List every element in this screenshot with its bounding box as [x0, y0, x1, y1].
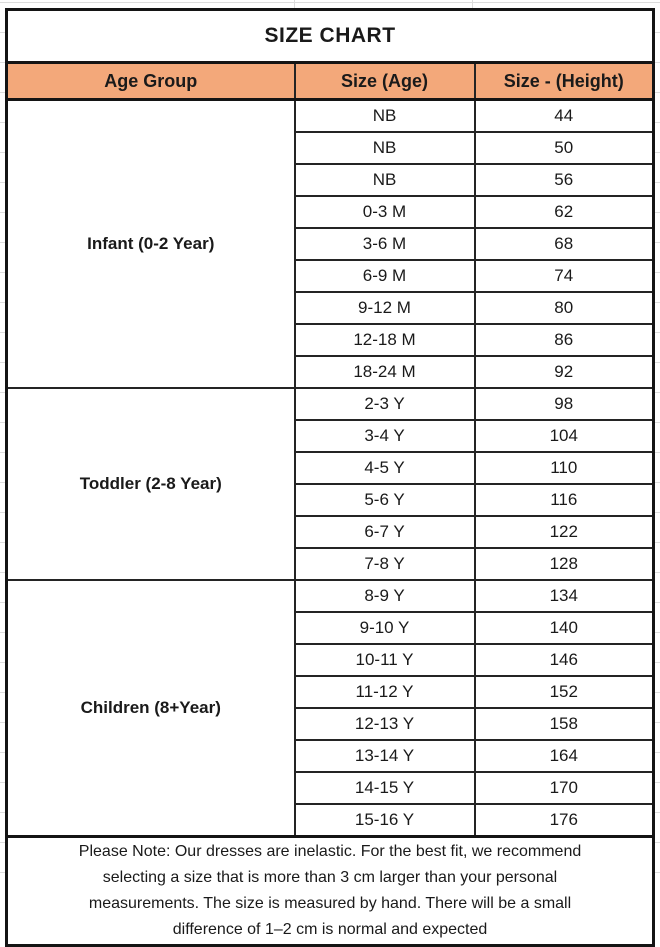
size-age-cell: 7-8 Y: [293, 547, 476, 581]
size-height-cell: 164: [473, 739, 655, 773]
size-age-cell: 18-24 M: [293, 355, 476, 389]
column-header-size-age: Size (Age): [293, 61, 476, 101]
size-age-cell: 14-15 Y: [293, 771, 476, 805]
column-header-size-height: Size - (Height): [473, 61, 655, 101]
table-row: 0-3 M 62: [7, 195, 655, 229]
size-age-cell: 9-12 M: [293, 291, 476, 325]
table-row: 7-8 Y 128: [7, 547, 655, 581]
table-row: 15-16 Y 176: [7, 803, 655, 838]
size-height-cell: 128: [473, 547, 655, 581]
table-row: Children (8+Year) 8-9 Y 134: [5, 579, 655, 838]
size-height-cell: 134: [473, 579, 655, 613]
size-height-cell: 152: [473, 675, 655, 709]
table-title-row: SIZE CHART: [4, 8, 656, 64]
table-row: 6-7 Y 122: [7, 515, 655, 549]
size-height-cell: 140: [473, 611, 655, 645]
size-age-cell: NB: [293, 163, 476, 197]
table-row: 10-11 Y 146: [7, 643, 655, 677]
size-chart-table: SIZE CHART Age Group Size (Age) Size - (…: [4, 8, 656, 947]
size-age-cell: 6-9 M: [293, 259, 476, 293]
size-height-cell: 92: [473, 355, 655, 389]
size-height-cell: 170: [473, 771, 655, 805]
size-height-cell: 44: [473, 98, 655, 133]
table-row: NB 56: [7, 163, 655, 197]
size-age-cell: 4-5 Y: [293, 451, 476, 485]
size-height-cell: 176: [473, 803, 655, 838]
table-row: 12-13 Y 158: [7, 707, 655, 741]
size-age-cell: NB: [293, 131, 476, 165]
size-height-cell: 98: [473, 387, 655, 421]
size-age-cell: 8-9 Y: [293, 579, 476, 613]
size-age-cell: 5-6 Y: [293, 483, 476, 517]
table-row: 6-9 M 74: [7, 259, 655, 293]
size-height-cell: 56: [473, 163, 655, 197]
age-group-cell-infant: Infant (0-2 Year): [5, 98, 296, 389]
age-group-cell-children: Children (8+Year): [5, 579, 296, 838]
size-age-cell: 9-10 Y: [293, 611, 476, 645]
size-height-cell: 86: [473, 323, 655, 357]
size-age-cell: 3-6 M: [293, 227, 476, 261]
size-age-cell: 6-7 Y: [293, 515, 476, 549]
column-header-row: Age Group Size (Age) Size - (Height): [5, 61, 655, 101]
note-row: Please Note: Our dresses are inelastic. …: [4, 835, 656, 947]
table-row: 3-6 M 68: [7, 227, 655, 261]
size-height-cell: 122: [473, 515, 655, 549]
size-height-cell: 110: [473, 451, 655, 485]
size-height-cell: 68: [473, 227, 655, 261]
size-age-cell: 15-16 Y: [293, 803, 476, 838]
size-height-cell: 80: [473, 291, 655, 325]
size-height-cell: 158: [473, 707, 655, 741]
table-row: 9-12 M 80: [7, 291, 655, 325]
size-age-cell: 3-4 Y: [293, 419, 476, 453]
table-row: 12-18 M 86: [7, 323, 655, 357]
table-row: Infant (0-2 Year) NB 44: [5, 98, 655, 389]
column-header-age-group: Age Group: [5, 61, 296, 101]
table-row: 3-4 Y 104: [7, 419, 655, 453]
table-row: 18-24 M 92: [7, 355, 655, 389]
size-age-cell: 0-3 M: [293, 195, 476, 229]
size-age-cell: 11-12 Y: [293, 675, 476, 709]
table-row: 13-14 Y 164: [7, 739, 655, 773]
size-height-cell: 104: [473, 419, 655, 453]
table-title: SIZE CHART: [4, 8, 656, 64]
size-height-cell: 116: [473, 483, 655, 517]
size-height-cell: 74: [473, 259, 655, 293]
size-age-cell: NB: [293, 98, 476, 133]
size-age-cell: 12-13 Y: [293, 707, 476, 741]
size-height-cell: 146: [473, 643, 655, 677]
table-row: Toddler (2-8 Year) 2-3 Y 98: [5, 387, 655, 581]
table-row: 9-10 Y 140: [7, 611, 655, 645]
size-height-cell: 62: [473, 195, 655, 229]
size-age-cell: 10-11 Y: [293, 643, 476, 677]
size-age-cell: 13-14 Y: [293, 739, 476, 773]
table-row: NB 50: [7, 131, 655, 165]
age-group-cell-toddler: Toddler (2-8 Year): [5, 387, 296, 581]
table-row: 4-5 Y 110: [7, 451, 655, 485]
size-age-cell: 2-3 Y: [293, 387, 476, 421]
table-row: 5-6 Y 116: [7, 483, 655, 517]
size-note-text: Please Note: Our dresses are inelastic. …: [4, 835, 656, 947]
table-row: 11-12 Y 152: [7, 675, 655, 709]
size-age-cell: 12-18 M: [293, 323, 476, 357]
table-row: 14-15 Y 170: [7, 771, 655, 805]
size-height-cell: 50: [473, 131, 655, 165]
